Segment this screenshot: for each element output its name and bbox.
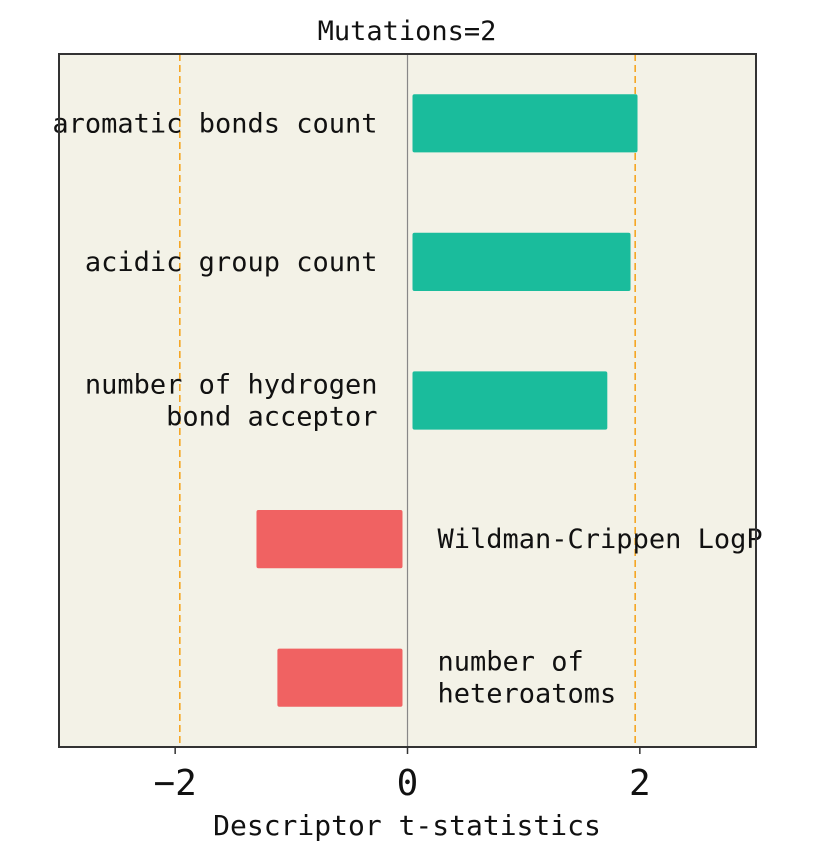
bar-label-line: number of xyxy=(438,647,584,678)
bar-label-4: number of heteroatoms xyxy=(438,647,617,710)
bar-labels: aromatic bonds count acidic group count nu… xyxy=(52,108,762,709)
bar-label-1: acidic group count xyxy=(85,247,378,278)
bar-label-2: number of hydrogen bond acceptor xyxy=(85,370,378,433)
chart-title: Mutations=2 xyxy=(318,16,497,47)
bar-label-0: aromatic bonds count xyxy=(52,108,377,139)
bar-label-3: Wildman-Crippen LogP xyxy=(438,524,763,555)
bar-label-line: bond acceptor xyxy=(166,402,377,433)
x-tick-label-0: −2 xyxy=(153,763,196,804)
bar-1 xyxy=(412,232,631,292)
bar-label-line: aromatic bonds count xyxy=(52,108,377,139)
x-tick-label-1: 0 xyxy=(397,763,419,804)
bar-label-line: number of hydrogen xyxy=(85,370,378,401)
bar-2 xyxy=(412,371,608,430)
bar-label-line: acidic group count xyxy=(85,247,378,278)
bars xyxy=(256,94,638,707)
x-tick-label-2: 2 xyxy=(629,763,651,804)
reference-lines xyxy=(179,54,636,747)
bar-label-line: Wildman-Crippen LogP xyxy=(438,524,763,555)
x-axis-ticks: −2 0 2 xyxy=(153,747,651,804)
x-axis-label: Descriptor t-statistics xyxy=(213,809,601,842)
bar-4 xyxy=(277,648,403,707)
bar-3 xyxy=(256,509,403,569)
bar-label-line: heteroatoms xyxy=(438,679,617,710)
bar-0 xyxy=(412,94,638,153)
